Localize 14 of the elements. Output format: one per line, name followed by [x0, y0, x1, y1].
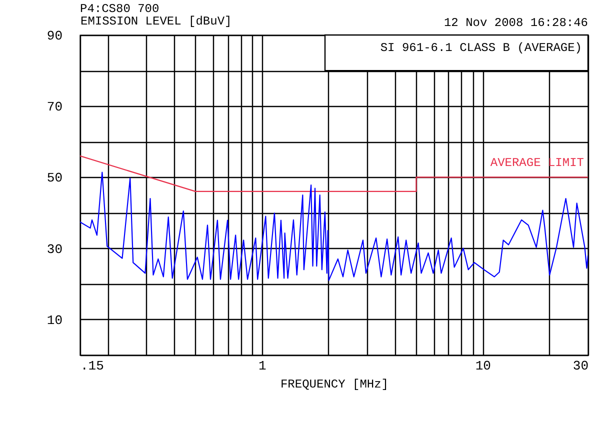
- y-tick-label: 30: [46, 242, 62, 257]
- y-tick-label: 90: [46, 28, 62, 44]
- y-tick-label: 70: [46, 100, 62, 115]
- x-tick-label: 10: [475, 358, 491, 374]
- x-tick-label: 30: [572, 358, 588, 374]
- x-tick-label: .15: [80, 358, 104, 374]
- x-tick-label: 1: [258, 358, 266, 374]
- text: 12 Nov 2008 16:28:46: [444, 16, 588, 30]
- annotation: SI 961-6.1 CLASS B (AVERAGE): [380, 41, 582, 55]
- x-axis-title: FREQUENCY [MHz]: [280, 378, 389, 392]
- y-axis-title: EMISSION LEVEL [dBuV]: [80, 14, 232, 28]
- y-tick-label: 10: [46, 312, 62, 328]
- chart-title: P4:CS80 700: [80, 2, 160, 16]
- y-tick-label: 50: [46, 170, 62, 186]
